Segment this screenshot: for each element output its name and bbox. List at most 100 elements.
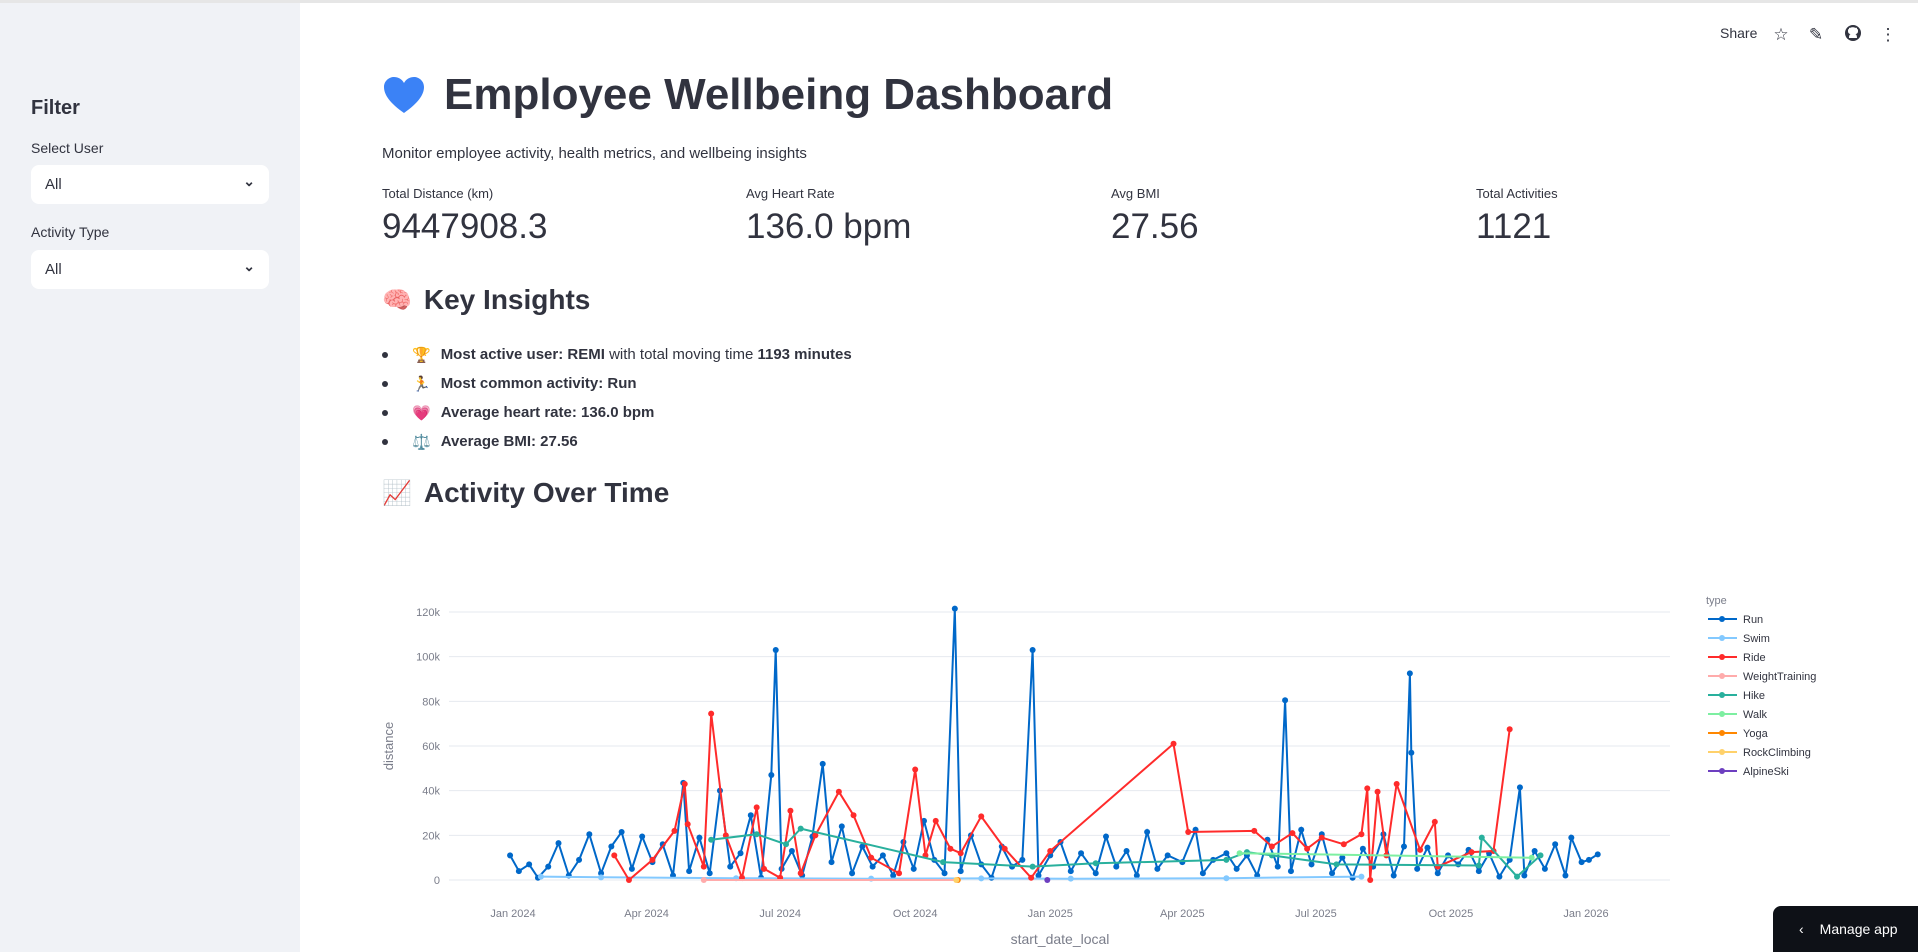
data-point-run xyxy=(1144,828,1151,835)
legend-marker-weighttraining xyxy=(1719,673,1725,679)
y-tick-label: 60k xyxy=(422,741,440,753)
data-point-run xyxy=(639,833,646,840)
legend-item: WeightTraining xyxy=(1743,671,1816,683)
data-point-run xyxy=(1541,865,1548,872)
data-point-hike xyxy=(797,825,804,832)
data-point-ride xyxy=(957,850,964,857)
data-point-run xyxy=(1400,843,1407,850)
x-tick-label: Oct 2024 xyxy=(893,908,938,920)
data-point-run xyxy=(957,868,964,875)
data-point-hike xyxy=(1475,862,1482,869)
data-point-run xyxy=(706,870,713,877)
data-point-ride xyxy=(1506,726,1513,733)
data-point-run xyxy=(819,760,826,767)
data-point-ride xyxy=(1268,843,1275,850)
data-point-run xyxy=(618,828,625,835)
select-user-dropdown[interactable]: All ⌄ xyxy=(31,165,269,204)
sidebar-title: Filter xyxy=(31,97,80,119)
data-point-ride xyxy=(649,856,656,863)
data-point-run xyxy=(1154,865,1161,872)
sidebar xyxy=(0,3,300,952)
data-point-ride xyxy=(1374,788,1381,795)
data-point-run xyxy=(1562,872,1569,879)
data-point-run xyxy=(1408,749,1415,756)
data-point-ride xyxy=(932,817,939,824)
data-point-run xyxy=(768,772,775,779)
legend-item: Swim xyxy=(1743,633,1770,645)
data-point-run xyxy=(828,859,835,866)
more-menu-icon[interactable]: ⋮ xyxy=(1879,25,1897,44)
data-point-ride xyxy=(1358,831,1365,838)
data-point-ride xyxy=(1251,827,1258,834)
y-tick-label: 80k xyxy=(422,696,440,708)
data-point-run xyxy=(1233,865,1240,872)
data-point-run xyxy=(1496,873,1503,880)
chart-increasing-icon: 📈 xyxy=(382,479,412,507)
legend-marker-yoga xyxy=(1719,730,1725,736)
edit-pencil-icon[interactable]: ✎ xyxy=(1808,25,1824,44)
data-point-hike xyxy=(1092,860,1099,867)
data-point-run xyxy=(1552,841,1559,848)
data-point-run xyxy=(1390,872,1397,879)
activity-type-label: Activity Type xyxy=(31,224,110,240)
data-point-run xyxy=(1516,784,1523,791)
scales-icon: ⚖️ xyxy=(412,433,431,451)
metric-label: Avg BMI xyxy=(1111,186,1160,201)
data-point-run xyxy=(1329,870,1336,877)
data-point-run xyxy=(696,834,703,841)
data-point-run xyxy=(1199,870,1206,877)
page-title-text: Employee Wellbeing Dashboard xyxy=(444,70,1114,119)
insight-text: Average heart rate: 136.0 bpm xyxy=(440,404,655,421)
data-point-run xyxy=(1531,847,1538,854)
x-tick-label: Jan 2026 xyxy=(1563,908,1608,920)
top-border xyxy=(0,0,1918,3)
legend-marker-swim xyxy=(1719,635,1725,641)
metric-label: Avg Heart Rate xyxy=(746,186,835,201)
list-item: 💗 Average heart rate: 136.0 bpm xyxy=(382,398,852,427)
data-point-hike xyxy=(753,831,760,838)
share-button[interactable]: Share xyxy=(1720,25,1758,41)
data-point-hike xyxy=(1537,852,1544,859)
data-point-run xyxy=(1406,670,1413,677)
data-point-ride xyxy=(912,766,919,773)
star-icon[interactable]: ☆ xyxy=(1773,25,1789,44)
data-point-run xyxy=(1339,854,1346,861)
activity-type-dropdown[interactable]: All ⌄ xyxy=(31,250,269,289)
data-point-run xyxy=(1123,847,1130,854)
data-point-ride xyxy=(681,780,688,787)
data-point-run xyxy=(1506,856,1513,863)
data-point-run xyxy=(1349,874,1356,881)
github-icon[interactable] xyxy=(1842,24,1864,46)
data-point-swim xyxy=(537,873,544,880)
data-point-run xyxy=(1434,870,1441,877)
data-point-ride xyxy=(611,852,618,859)
chevron-down-icon: ⌄ xyxy=(243,173,255,189)
data-point-ride xyxy=(1001,845,1008,852)
metric-label: Total Activities xyxy=(1476,186,1558,201)
series-line-run xyxy=(509,608,1599,881)
data-point-ride xyxy=(1393,780,1400,787)
data-point-run xyxy=(526,861,533,868)
legend-item: Yoga xyxy=(1743,728,1769,740)
legend-marker-ride xyxy=(1719,654,1725,660)
insight-text: Average BMI: 27.56 xyxy=(440,433,578,450)
x-tick-label: Apr 2025 xyxy=(1160,908,1205,920)
legend-item: Run xyxy=(1743,614,1763,626)
legend-item: Walk xyxy=(1743,709,1768,721)
data-point-ride xyxy=(625,877,632,883)
data-point-swim xyxy=(1223,875,1230,882)
data-point-run xyxy=(628,865,635,872)
data-point-run xyxy=(859,843,866,850)
manage-app-button[interactable]: ‹ Manage app xyxy=(1773,906,1918,952)
data-point-run xyxy=(1298,826,1305,833)
insight-text: with total moving time xyxy=(604,346,758,363)
y-tick-label: 20k xyxy=(422,830,440,842)
data-point-run xyxy=(1133,872,1140,879)
metric-label: Total Distance (km) xyxy=(382,186,494,201)
data-point-ride xyxy=(700,863,707,870)
x-tick-label: Jul 2025 xyxy=(1295,908,1337,920)
insight-value: 1193 minutes xyxy=(757,346,852,363)
data-point-ride xyxy=(797,870,804,877)
insights-list: 🏆 Most active user: REMI with total movin… xyxy=(382,340,852,456)
